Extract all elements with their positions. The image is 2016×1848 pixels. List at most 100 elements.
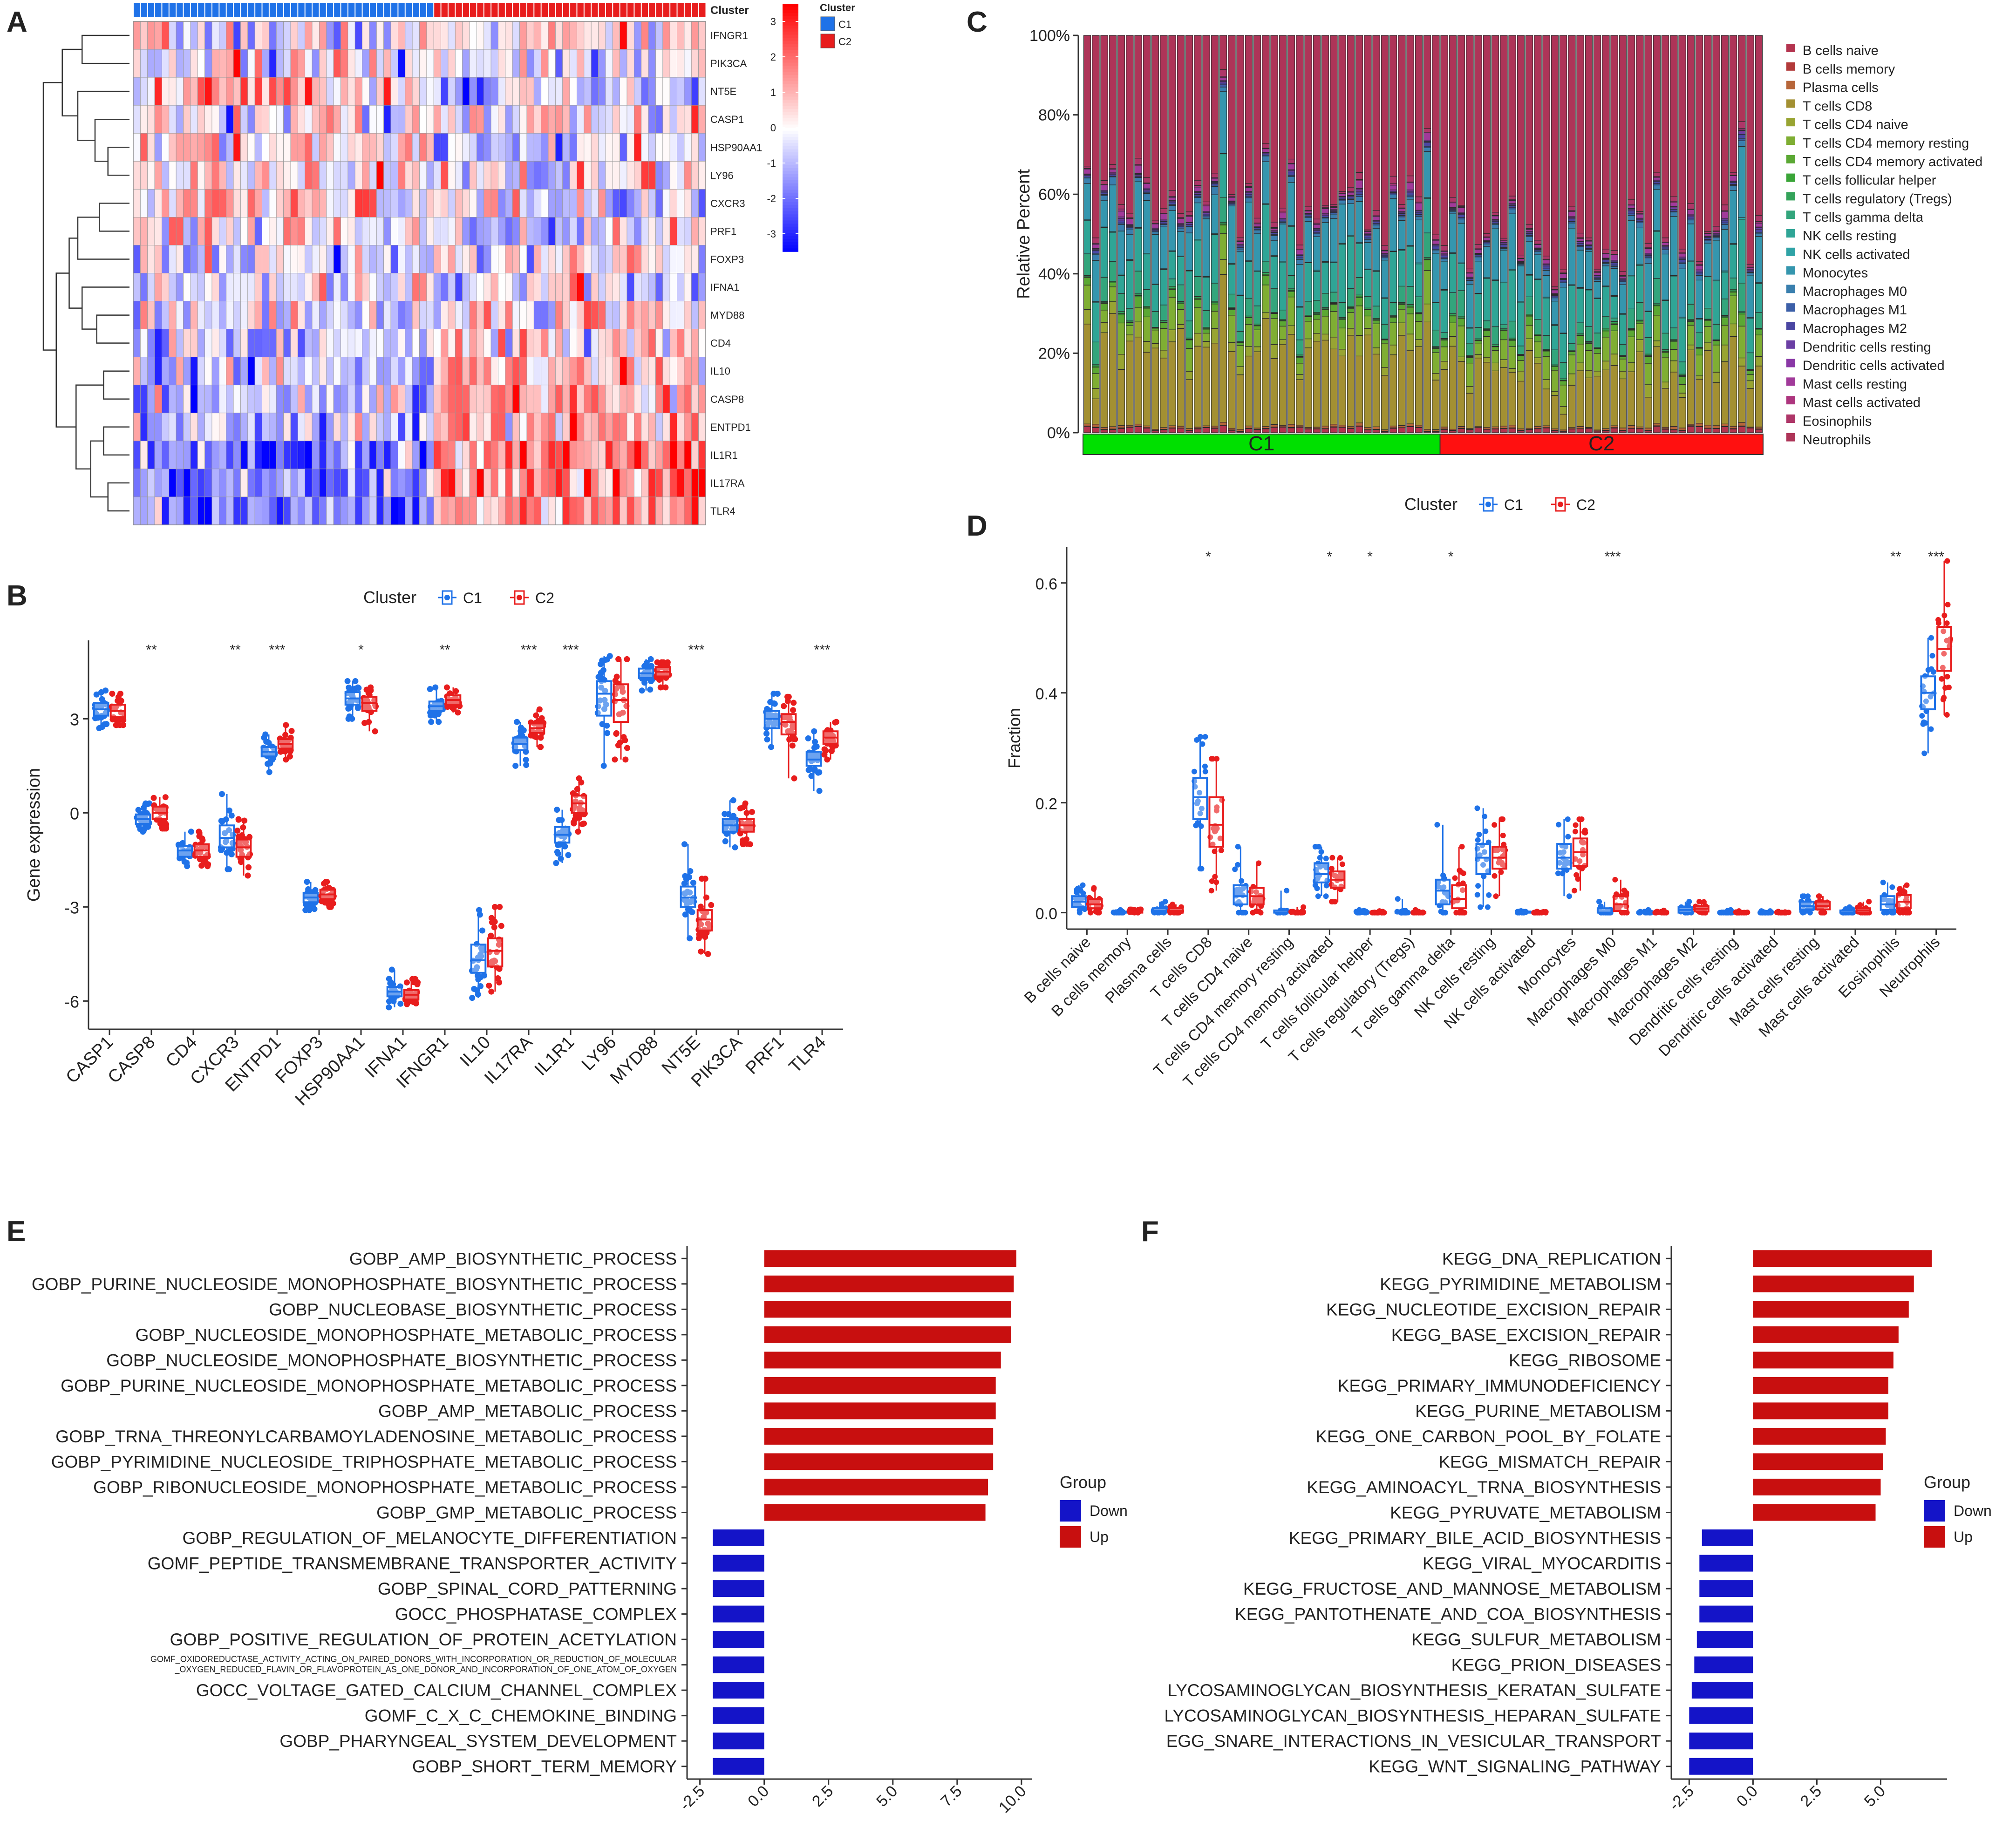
color-scale-step <box>783 220 798 224</box>
heatmap-cell <box>633 49 642 78</box>
stacked-segment-macrophages-m0 <box>1619 281 1627 285</box>
heatmap-cell <box>154 496 162 525</box>
stacked-segment-macrophages-m0 <box>1755 233 1763 237</box>
stacked-segment-b-cells-naive <box>1194 428 1202 433</box>
stacked-segment-t-cells-gamma-delta <box>1134 271 1142 294</box>
heatmap-cell <box>505 105 513 134</box>
data-point <box>1074 890 1080 896</box>
stacked-segment-monocytes <box>1406 199 1414 246</box>
x-tick-label-il17ra: IL17RA <box>481 1032 537 1088</box>
heatmap-cell <box>412 105 420 134</box>
stacked-segment-b-cells-naive <box>1228 430 1236 433</box>
heatmap-cell <box>369 441 377 469</box>
heatmap-cell <box>140 161 148 190</box>
color-scale-step <box>783 245 798 249</box>
stacked-segment-t-cells-cd4-naive <box>1219 259 1227 275</box>
heatmap-cell <box>519 21 527 50</box>
heatmap-cell <box>441 245 449 273</box>
heatmap-cell <box>612 413 620 442</box>
stacked-segment-monocytes <box>1602 265 1610 286</box>
heatmap-cell <box>197 105 205 134</box>
heatmap-cell <box>419 441 427 469</box>
heatmap-cell <box>469 496 477 525</box>
heatmap-cell <box>369 385 377 414</box>
heatmap-cell <box>620 273 627 301</box>
stacked-segment-macrophages-m0 <box>1449 211 1457 214</box>
data-point <box>1323 893 1329 899</box>
stacked-segment-nk-cells-resting <box>1313 271 1321 301</box>
heatmap-cell <box>290 273 298 301</box>
data-point <box>135 807 142 813</box>
stacked-segment-t-cells-cd4-memory-resting <box>1126 325 1134 335</box>
heatmap-cell <box>605 49 613 78</box>
heatmap-cell <box>627 441 634 469</box>
stacked-segment-monocytes <box>1330 218 1338 262</box>
heatmap-cell <box>211 49 219 78</box>
data-point <box>538 715 545 721</box>
heatmap-cell <box>405 105 413 134</box>
stacked-segment-nk-cells-resting <box>1712 280 1720 325</box>
data-point <box>1339 861 1345 867</box>
heatmap-cell <box>341 161 348 190</box>
stacked-segment-t-cells-gamma-delta <box>1381 324 1389 340</box>
heatmap-cell <box>627 133 634 162</box>
heatmap-cell <box>240 245 248 273</box>
heatmap-cell <box>498 77 506 106</box>
heatmap-cell <box>297 21 306 50</box>
heatmap-cell <box>312 413 320 442</box>
stacked-segment-plasma-cells <box>1738 422 1746 427</box>
heatmap-cell <box>505 273 513 301</box>
heatmap-cell <box>269 133 277 162</box>
heatmap-cell <box>448 385 456 414</box>
stacked-segment-macrophages-m0 <box>1262 156 1270 162</box>
heatmap-cell <box>226 385 234 414</box>
stacked-segment-macrophages-m2 <box>1704 237 1712 240</box>
heatmap-cell <box>469 301 477 330</box>
stacked-segment-monocytes <box>1083 183 1091 220</box>
stacked-segment-t-cells-cd8 <box>1712 382 1720 426</box>
stacked-segment-t-cells-cd4-memory-resting <box>1219 233 1227 260</box>
heatmap-cell <box>162 496 170 525</box>
heatmap-cell <box>154 77 162 106</box>
stacked-segment-eosinophils <box>1143 177 1151 183</box>
stacked-segment-eosinophils <box>1746 264 1754 267</box>
heatmap-cell <box>147 273 155 301</box>
heatmap-cell <box>662 105 670 134</box>
heatmap-cell <box>226 49 234 78</box>
heatmap-cell <box>519 441 527 469</box>
stacked-segment-monocytes <box>1661 253 1669 300</box>
stacked-segment-eosinophils <box>1117 204 1125 210</box>
heatmap-cell <box>369 301 377 330</box>
heatmap-cell <box>297 49 306 78</box>
data-point <box>1239 878 1245 884</box>
stacked-segment-t-cells-cd4-naive <box>1330 337 1338 349</box>
heatmap-cell <box>512 469 520 497</box>
heatmap-cell <box>526 301 534 330</box>
stacked-segment-nk-cells-resting <box>1653 231 1661 279</box>
heatmap-cell <box>598 273 606 301</box>
heatmap-cell <box>620 329 627 358</box>
stacked-segment-t-cells-cd8 <box>1644 397 1652 428</box>
stacked-segment-neutrophils <box>1687 35 1695 204</box>
stacked-segment-t-cells-cd8 <box>1381 375 1389 430</box>
heatmap-cell <box>233 441 241 469</box>
heatmap-cell <box>591 273 599 301</box>
annotation-cell <box>490 2 499 18</box>
heatmap-cell <box>354 385 362 414</box>
heatmap-cell <box>183 469 191 497</box>
stacked-segment-t-cells-cd4-naive <box>1670 360 1678 373</box>
data-point <box>616 711 622 718</box>
heatmap-cell <box>526 469 534 497</box>
heatmap-cell <box>648 105 656 134</box>
stacked-segment-nk-cells-resting <box>1168 251 1176 279</box>
heatmap-cell <box>655 385 663 414</box>
stacked-segment-t-cells-cd8 <box>1083 324 1091 424</box>
heatmap-cell <box>419 189 427 217</box>
heatmap-cell <box>211 329 219 358</box>
heatmap-cell <box>233 217 241 245</box>
stacked-segment-t-cells-cd4-memory-resting <box>1746 374 1754 381</box>
heatmap-cell <box>276 49 284 78</box>
data-point <box>410 999 417 1006</box>
heatmap-cell <box>133 105 141 134</box>
heatmap-cell <box>498 21 506 50</box>
